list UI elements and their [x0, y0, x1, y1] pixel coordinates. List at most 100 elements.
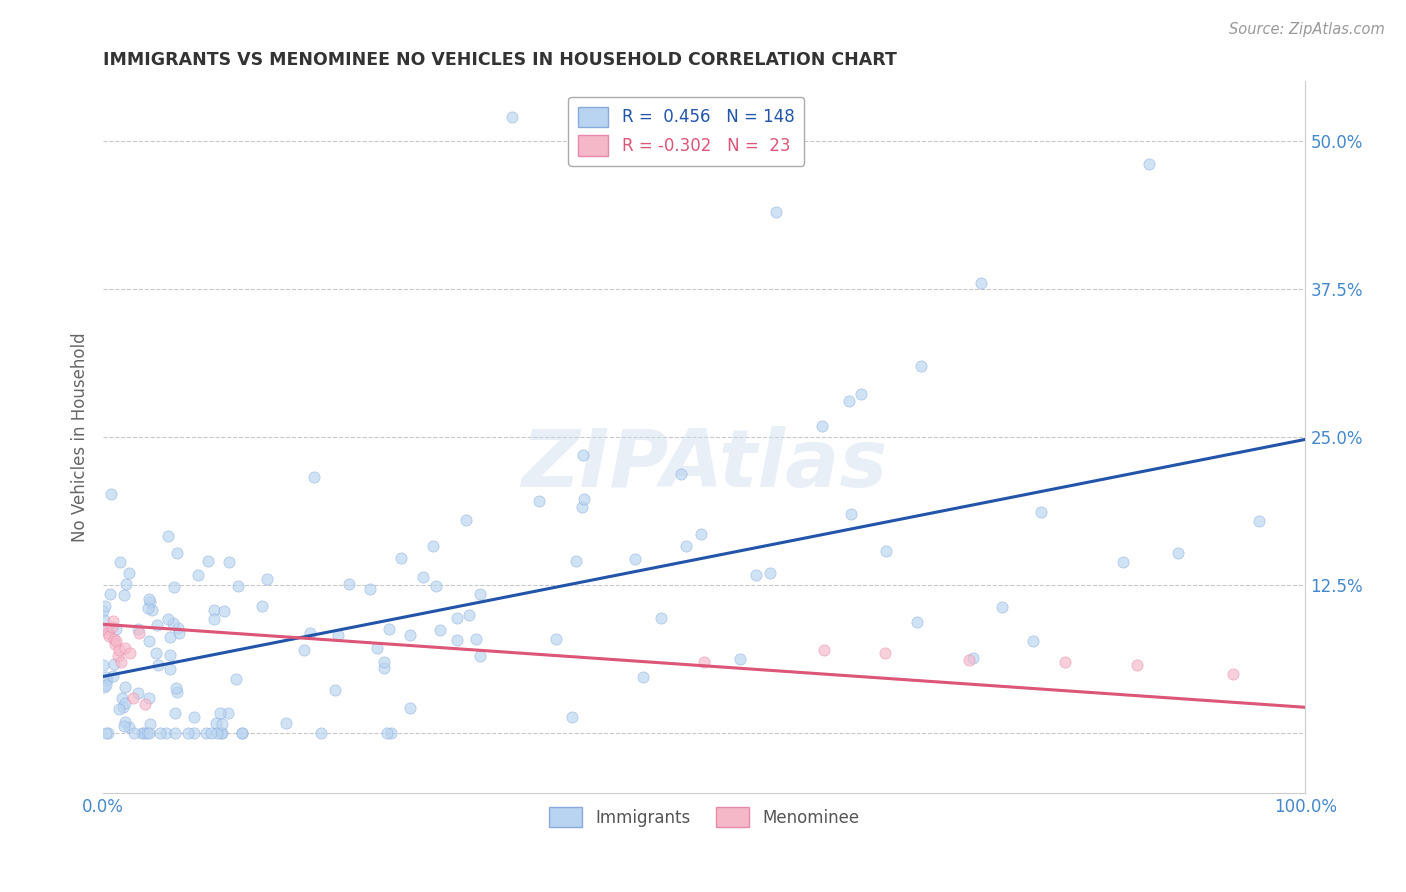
- Point: [544, 632, 567, 646]
- Point: [100, 587, 122, 601]
- Point: [758, 566, 780, 580]
- Point: [114, 697, 136, 711]
- Point: [101, 614, 124, 628]
- Point: [91, 604, 114, 618]
- Point: [359, 582, 381, 596]
- Point: [97, 625, 120, 640]
- Point: [114, 680, 136, 694]
- Point: [446, 611, 468, 625]
- Point: [650, 610, 672, 624]
- Point: [399, 628, 422, 642]
- Point: [309, 726, 332, 740]
- Point: [132, 726, 155, 740]
- Point: [693, 655, 716, 669]
- Point: [218, 555, 240, 569]
- Point: [304, 470, 326, 484]
- Point: [156, 612, 179, 626]
- Point: [94, 599, 117, 613]
- Point: [114, 714, 136, 729]
- Point: [744, 567, 766, 582]
- Point: [139, 595, 162, 609]
- Point: [112, 718, 135, 732]
- Point: [1167, 546, 1189, 560]
- Point: [231, 726, 253, 740]
- Point: [141, 603, 163, 617]
- Point: [98, 621, 121, 635]
- Point: [197, 554, 219, 568]
- Point: [117, 566, 139, 581]
- Point: [875, 544, 897, 558]
- Point: [148, 726, 170, 740]
- Point: [103, 632, 125, 646]
- Point: [211, 726, 233, 740]
- Point: [851, 387, 873, 401]
- Point: [1126, 657, 1149, 672]
- Point: [177, 726, 200, 740]
- Point: [156, 529, 179, 543]
- Point: [957, 653, 980, 667]
- Point: [1222, 667, 1244, 681]
- Point: [114, 640, 136, 655]
- Point: [107, 649, 129, 664]
- Point: [148, 658, 170, 673]
- Point: [464, 632, 486, 646]
- Point: [422, 539, 444, 553]
- Point: [93, 680, 115, 694]
- Point: [373, 655, 395, 669]
- Point: [122, 690, 145, 705]
- Point: [380, 726, 402, 740]
- Point: [456, 513, 478, 527]
- Point: [527, 494, 550, 508]
- Point: [813, 643, 835, 657]
- Text: Source: ZipAtlas.com: Source: ZipAtlas.com: [1229, 22, 1385, 37]
- Point: [163, 580, 186, 594]
- Point: [298, 625, 321, 640]
- Point: [94, 726, 117, 740]
- Point: [205, 726, 228, 740]
- Point: [138, 726, 160, 740]
- Point: [107, 702, 129, 716]
- Point: [501, 110, 523, 124]
- Point: [425, 579, 447, 593]
- Point: [1053, 655, 1076, 669]
- Point: [905, 615, 928, 630]
- Point: [183, 710, 205, 724]
- Point: [112, 700, 135, 714]
- Point: [93, 657, 115, 672]
- Text: IMMIGRANTS VS MENOMINEE NO VEHICLES IN HOUSEHOLD CORRELATION CHART: IMMIGRANTS VS MENOMINEE NO VEHICLES IN H…: [103, 51, 897, 69]
- Point: [399, 701, 422, 715]
- Point: [412, 570, 434, 584]
- Point: [839, 508, 862, 522]
- Point: [468, 587, 491, 601]
- Point: [633, 670, 655, 684]
- Point: [138, 634, 160, 648]
- Point: [146, 618, 169, 632]
- Point: [110, 691, 132, 706]
- Point: [135, 726, 157, 740]
- Point: [165, 726, 187, 740]
- Point: [204, 603, 226, 617]
- Point: [624, 551, 647, 566]
- Point: [118, 720, 141, 734]
- Point: [1247, 514, 1270, 528]
- Point: [389, 550, 412, 565]
- Point: [103, 657, 125, 672]
- Point: [838, 394, 860, 409]
- Point: [564, 554, 586, 568]
- Point: [202, 612, 225, 626]
- Point: [166, 621, 188, 635]
- Point: [159, 631, 181, 645]
- Point: [212, 604, 235, 618]
- Point: [128, 625, 150, 640]
- Point: [337, 577, 360, 591]
- Point: [104, 622, 127, 636]
- Point: [100, 487, 122, 501]
- Point: [159, 648, 181, 663]
- Point: [110, 655, 132, 669]
- Point: [910, 359, 932, 373]
- Point: [1022, 633, 1045, 648]
- Point: [226, 579, 249, 593]
- Point: [873, 646, 896, 660]
- Point: [183, 726, 205, 740]
- Text: ZIPAtlas: ZIPAtlas: [522, 426, 887, 505]
